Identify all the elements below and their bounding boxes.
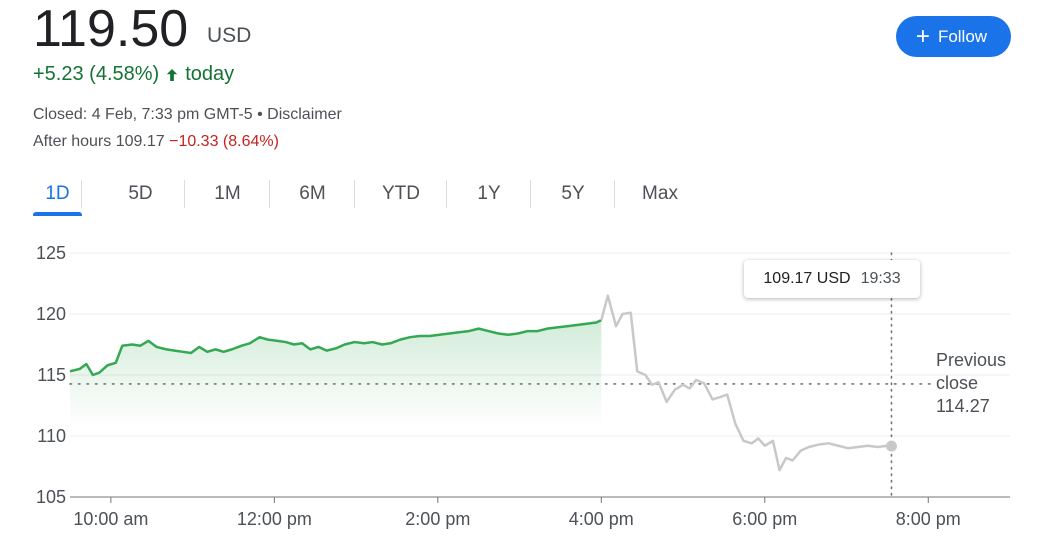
hover-tooltip: 109.17 USD 19:33 bbox=[744, 260, 920, 298]
cursor-point bbox=[885, 440, 897, 452]
x-tick-label: 10:00 am bbox=[73, 509, 148, 529]
regular-session-line bbox=[69, 318, 602, 377]
follow-button[interactable]: + Follow bbox=[896, 16, 1011, 57]
tab-label: 5D bbox=[128, 183, 153, 204]
tab-label: 1M bbox=[214, 183, 241, 204]
currency-label: USD bbox=[207, 24, 252, 47]
tab-6m[interactable]: 6M bbox=[270, 177, 355, 211]
tab-max[interactable]: Max bbox=[615, 177, 705, 211]
tab-ytd[interactable]: YTD bbox=[355, 177, 447, 211]
market-status: Closed: 4 Feb, 7:33 pm GMT-5 • Disclaime… bbox=[33, 106, 342, 123]
y-tick-label: 120 bbox=[36, 304, 66, 324]
tab-1d[interactable]: 1D bbox=[33, 177, 82, 216]
y-tick-label: 125 bbox=[36, 243, 66, 263]
y-tick-label: 115 bbox=[37, 365, 66, 385]
x-tick-label: 8:00 pm bbox=[896, 509, 961, 529]
y-tick-label: 110 bbox=[37, 426, 66, 446]
after-hours-info: After hours 109.17 −10.33 (8.64%) bbox=[33, 133, 279, 151]
previous-close-value: 114.27 bbox=[936, 396, 990, 416]
tooltip-value: 109.17 USD bbox=[763, 270, 851, 287]
series-lines bbox=[69, 294, 897, 472]
tab-1y[interactable]: 1Y bbox=[447, 177, 531, 211]
after-hours-line bbox=[600, 294, 892, 472]
stock-price: 119.50 bbox=[33, 0, 189, 58]
y-axis-ticks: 105 110 115 120 125 bbox=[36, 243, 66, 507]
active-tab-indicator bbox=[33, 212, 82, 216]
tab-label: 5Y bbox=[561, 183, 585, 204]
previous-close-label: Previous close 114.27 bbox=[936, 349, 1006, 418]
plus-icon: + bbox=[915, 22, 930, 50]
x-axis-ticks: 10:00 am 12:00 pm 2:00 pm 4:00 pm 6:00 pm 8:0… bbox=[73, 497, 961, 529]
x-tick-label: 2:00 pm bbox=[405, 509, 470, 529]
tab-label: 1D bbox=[45, 183, 70, 204]
price-change: +5.23 (4.58%) today bbox=[33, 63, 234, 86]
x-tick-label: 4:00 pm bbox=[569, 509, 634, 529]
x-tick-label: 12:00 pm bbox=[237, 509, 312, 529]
price-change-value: +5.23 (4.58%) bbox=[33, 63, 160, 85]
arrow-up-icon bbox=[166, 68, 178, 81]
follow-label: Follow bbox=[937, 26, 988, 46]
price-change-period: today bbox=[185, 63, 235, 85]
y-tick-label: 105 bbox=[36, 487, 66, 507]
previous-close-line1: Previous bbox=[936, 350, 1007, 370]
tab-label: YTD bbox=[382, 183, 420, 204]
tab-label: 6M bbox=[299, 183, 326, 204]
tab-5y[interactable]: 5Y bbox=[531, 177, 615, 211]
time-range-tabs: 1D 5D 1M 6M YTD 1Y 5Y Max bbox=[33, 177, 705, 216]
tab-1m[interactable]: 1M bbox=[185, 177, 270, 211]
tab-label: Max bbox=[642, 183, 678, 204]
tab-5d[interactable]: 5D bbox=[82, 177, 185, 211]
regular-session-area bbox=[70, 320, 602, 427]
previous-close-line2: close bbox=[936, 373, 979, 393]
tab-label: 1Y bbox=[477, 183, 501, 204]
tooltip-time: 19:33 bbox=[860, 270, 901, 287]
after-hours-price: After hours 109.17 bbox=[33, 133, 165, 150]
after-hours-change: −10.33 (8.64%) bbox=[169, 133, 279, 150]
x-tick-label: 6:00 pm bbox=[732, 509, 797, 529]
